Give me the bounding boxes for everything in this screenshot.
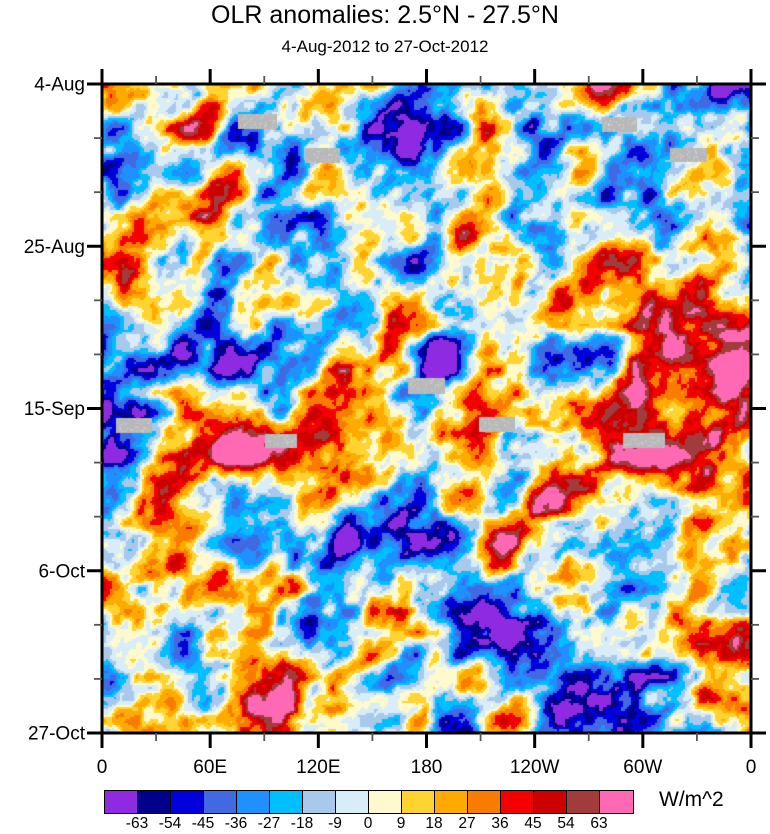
y-axis-tick-label: 6-Oct — [39, 561, 86, 582]
colorbar-units-label: W/m^2 — [659, 788, 724, 811]
colorbar-tick-label: 0 — [363, 815, 373, 832]
x-axis-tick-label: 120E — [296, 757, 340, 778]
colorbar-tick-label: 45 — [524, 815, 542, 832]
colorbar-cell — [171, 791, 204, 813]
x-axis-tick-label: 120W — [510, 757, 560, 778]
colorbar-tick-label: -54 — [158, 815, 182, 832]
colorbar-tick-label: 54 — [557, 815, 575, 832]
colorbar-tick-label: 27 — [458, 815, 476, 832]
colorbar-cell — [600, 791, 633, 813]
x-axis-tick-label: 0 — [746, 757, 757, 778]
colorbar-tick-label: 63 — [590, 815, 608, 832]
colorbar-cell — [567, 791, 600, 813]
colorbar-cell — [105, 791, 138, 813]
colorbar-tick-label: -18 — [290, 815, 314, 832]
x-axis-tick-label: 0 — [97, 757, 108, 778]
colorbar-cell — [303, 791, 336, 813]
colorbar-cell — [336, 791, 369, 813]
colorbar-tick-label: -63 — [125, 815, 149, 832]
x-axis-tick-label: 180 — [411, 757, 443, 778]
y-axis-tick-label: 15-Sep — [24, 399, 85, 420]
colorbar-cell — [468, 791, 501, 813]
colorbar-cell — [237, 791, 270, 813]
colorbar-cell — [204, 791, 237, 813]
colorbar-cell — [501, 791, 534, 813]
colorbar-cell — [369, 791, 402, 813]
colorbar — [104, 790, 634, 814]
hovmoller-field-canvas — [102, 84, 751, 733]
colorbar-cell — [402, 791, 435, 813]
colorbar-tick-label: -27 — [257, 815, 281, 832]
y-axis-tick-label: 25-Aug — [24, 237, 85, 258]
colorbar-tick-label: -9 — [328, 815, 342, 832]
colorbar-tick-label: 36 — [491, 815, 509, 832]
x-axis-tick-label: 60E — [193, 757, 227, 778]
colorbar-cell — [270, 791, 303, 813]
colorbar-cell — [138, 791, 171, 813]
colorbar-tick-label: 18 — [425, 815, 443, 832]
page-subtitle: 4-Aug-2012 to 27-Oct-2012 — [281, 37, 489, 56]
x-axis-tick-label: 60W — [623, 757, 662, 778]
y-axis-tick-label: 4-Aug — [34, 75, 85, 96]
colorbar-tick-label: -45 — [191, 815, 215, 832]
colorbar-tick-label: 9 — [396, 815, 406, 832]
page-title: OLR anomalies: 2.5°N - 27.5°N — [211, 1, 559, 29]
colorbar-cell — [534, 791, 567, 813]
y-axis-tick-label: 27-Oct — [28, 724, 86, 745]
colorbar-tick-label: -36 — [224, 815, 248, 832]
colorbar-cell — [435, 791, 468, 813]
